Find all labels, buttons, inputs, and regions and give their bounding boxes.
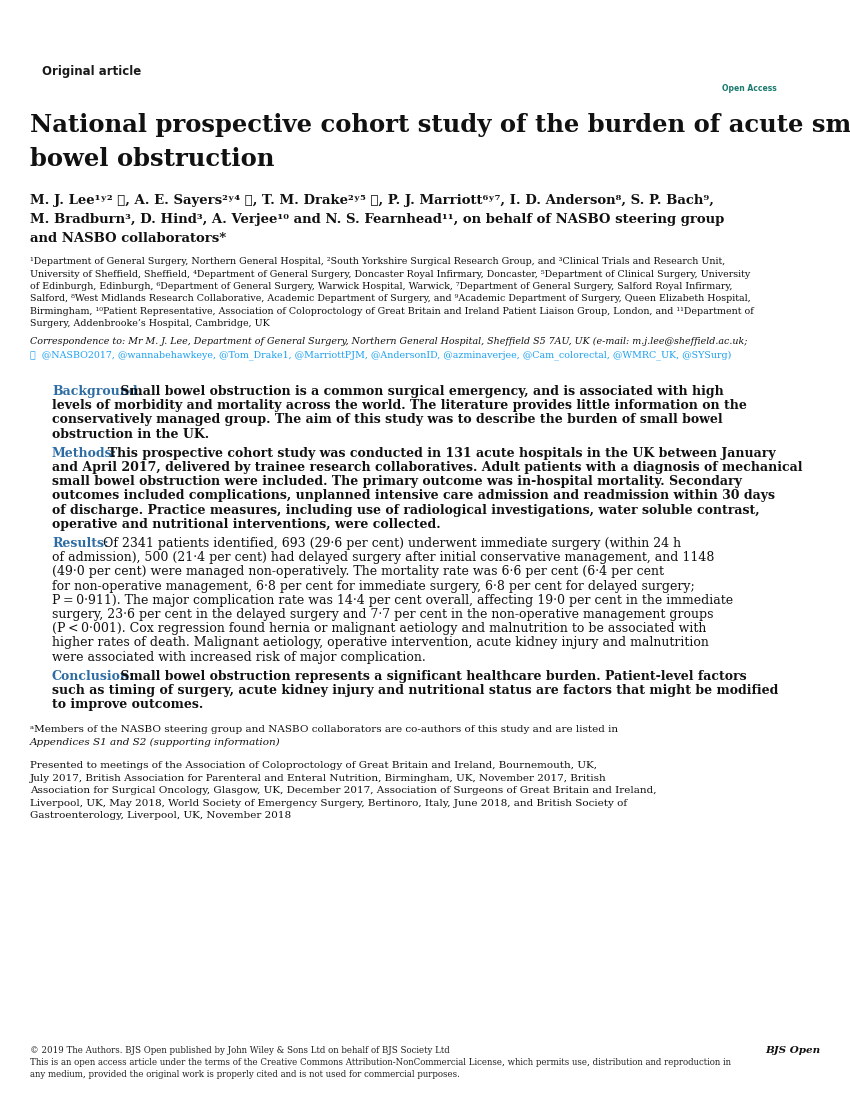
Text: Correspondence to: Mr M. J. Lee, Department of General Surgery, Northern General: Correspondence to: Mr M. J. Lee, Departm… <box>30 337 747 347</box>
Text: Appendices S1 and S2 (supporting information): Appendices S1 and S2 (supporting informa… <box>30 738 281 747</box>
Text: and NASBO collaborators*: and NASBO collaborators* <box>30 233 226 245</box>
Text: July 2017, British Association for Parenteral and Enteral Nutrition, Birmingham,: July 2017, British Association for Paren… <box>30 774 607 783</box>
Text: This prospective cohort study was conducted in 131 acute hospitals in the UK bet: This prospective cohort study was conduc… <box>99 447 775 459</box>
Text: Of 2341 patients identified, 693 (29·6 per cent) underwent immediate surgery (wi: Of 2341 patients identified, 693 (29·6 p… <box>99 537 681 550</box>
Text: This is an open access article under the terms of the Creative Commons Attributi: This is an open access article under the… <box>30 1058 731 1067</box>
Text: © 2019 The Authors. BJS Open published by John Wiley & Sons Ltd on behalf of BJS: © 2019 The Authors. BJS Open published b… <box>30 1046 450 1055</box>
Text: ¹Department of General Surgery, Northern General Hospital, ²South Yorkshire Surg: ¹Department of General Surgery, Northern… <box>30 257 725 266</box>
Text: BJS Open: BJS Open <box>765 1046 820 1055</box>
Text: and April 2017, delivered by trainee research collaboratives. Adult patients wit: and April 2017, delivered by trainee res… <box>52 461 802 474</box>
Text: National prospective cohort study of the burden of acute small: National prospective cohort study of the… <box>30 113 850 138</box>
Text: (49·0 per cent) were managed non-operatively. The mortality rate was 6·6 per cen: (49·0 per cent) were managed non-operati… <box>52 566 664 578</box>
Text: Small bowel obstruction represents a significant healthcare burden. Patient-leve: Small bowel obstruction represents a sig… <box>116 670 747 683</box>
Text: Small bowel obstruction is a common surgical emergency, and is associated with h: Small bowel obstruction is a common surg… <box>116 385 724 398</box>
Text: Conclusion:: Conclusion: <box>52 670 134 683</box>
Text: were associated with increased risk of major complication.: were associated with increased risk of m… <box>52 651 426 664</box>
Text: Results:: Results: <box>52 537 109 550</box>
Text: P = 0·911). The major complication rate was 14·4 per cent overall, affecting 19·: P = 0·911). The major complication rate … <box>52 594 733 607</box>
Text: of discharge. Practice measures, including use of radiological investigations, w: of discharge. Practice measures, includi… <box>52 503 760 517</box>
Text: bowel obstruction: bowel obstruction <box>30 146 275 171</box>
Text: small bowel obstruction were included. The primary outcome was in-hospital morta: small bowel obstruction were included. T… <box>52 475 742 489</box>
Text: Association for Surgical Oncology, Glasgow, UK, December 2017, Association of Su: Association for Surgical Oncology, Glasg… <box>30 786 656 795</box>
Text: M. J. Lee¹ʸ² ⓘ, A. E. Sayers²ʸ⁴ ⓘ, T. M. Drake²ʸ⁵ ⓘ, P. J. Marriott⁶ʸ⁷, I. D. An: M. J. Lee¹ʸ² ⓘ, A. E. Sayers²ʸ⁴ ⓘ, T. M.… <box>30 195 714 207</box>
Text: of Edinburgh, Edinburgh, ⁶Department of General Surgery, Warwick Hospital, Warwi: of Edinburgh, Edinburgh, ⁶Department of … <box>30 282 733 291</box>
Text: Background:: Background: <box>52 385 142 398</box>
Text: higher rates of death. Malignant aetiology, operative intervention, acute kidney: higher rates of death. Malignant aetiolo… <box>52 636 709 650</box>
Text: conservatively managed group. The aim of this study was to describe the burden o: conservatively managed group. The aim of… <box>52 414 722 426</box>
Text: Birmingham, ¹⁰Patient Representative, Association of Coloproctology of Great Bri: Birmingham, ¹⁰Patient Representative, As… <box>30 307 754 316</box>
Text: ᵃMembers of the NASBO steering group and NASBO collaborators are co-authors of t: ᵃMembers of the NASBO steering group and… <box>30 726 618 735</box>
Text: BJS Open: BJS Open <box>571 48 682 68</box>
Text: Presented to meetings of the Association of Coloproctology of Great Britain and : Presented to meetings of the Association… <box>30 761 597 770</box>
Text: Open Access: Open Access <box>722 84 777 93</box>
Text: surgery, 23·6 per cent in the delayed surgery and 7·7 per cent in the non-operat: surgery, 23·6 per cent in the delayed su… <box>52 608 713 620</box>
Text: Gastroenterology, Liverpool, UK, November 2018: Gastroenterology, Liverpool, UK, Novembe… <box>30 812 291 821</box>
Text: (P < 0·001). Cox regression found hernia or malignant aetiology and malnutrition: (P < 0·001). Cox regression found hernia… <box>52 623 706 635</box>
Text: to improve outcomes.: to improve outcomes. <box>52 699 203 711</box>
Text: obstruction in the UK.: obstruction in the UK. <box>52 427 209 440</box>
Text: Original article: Original article <box>42 65 141 77</box>
Text: any medium, provided the original work is properly cited and is not used for com: any medium, provided the original work i… <box>30 1070 460 1079</box>
Text: operative and nutritional interventions, were collected.: operative and nutritional interventions,… <box>52 518 440 531</box>
Text: Liverpool, UK, May 2018, World Society of Emergency Surgery, Bertinoro, Italy, J: Liverpool, UK, May 2018, World Society o… <box>30 799 627 808</box>
Text: Salford, ⁸West Midlands Research Collaborative, Academic Department of Surgery, : Salford, ⁸West Midlands Research Collabo… <box>30 294 751 303</box>
Text: for non-operative management, 6·8 per cent for immediate surgery, 6·8 per cent f: for non-operative management, 6·8 per ce… <box>52 579 694 593</box>
Text: Surgery, Addenbrooke’s Hospital, Cambridge, UK: Surgery, Addenbrooke’s Hospital, Cambrid… <box>30 320 269 329</box>
Text: outcomes included complications, unplanned intensive care admission and readmiss: outcomes included complications, unplann… <box>52 490 775 502</box>
Text: such as timing of surgery, acute kidney injury and nutritional status are factor: such as timing of surgery, acute kidney … <box>52 684 779 697</box>
Text: M. Bradburn³, D. Hind³, A. Verjee¹⁰ and N. S. Fearnhead¹¹, on behalf of NASBO st: M. Bradburn³, D. Hind³, A. Verjee¹⁰ and … <box>30 214 724 226</box>
Text: University of Sheffield, Sheffield, ⁴Department of General Surgery, Doncaster Ro: University of Sheffield, Sheffield, ⁴Dep… <box>30 269 751 278</box>
Text: Methods:: Methods: <box>52 447 117 459</box>
Text: 🐦  @NASBO2017, @wannabehawkeye, @Tom_Drake1, @MarriottPJM, @AndersonID, @azminav: 🐦 @NASBO2017, @wannabehawkeye, @Tom_Drak… <box>30 350 731 360</box>
Text: levels of morbidity and mortality across the world. The literature provides litt: levels of morbidity and mortality across… <box>52 399 747 413</box>
Text: of admission), 500 (21·4 per cent) had delayed surgery after initial conservativ: of admission), 500 (21·4 per cent) had d… <box>52 551 714 565</box>
